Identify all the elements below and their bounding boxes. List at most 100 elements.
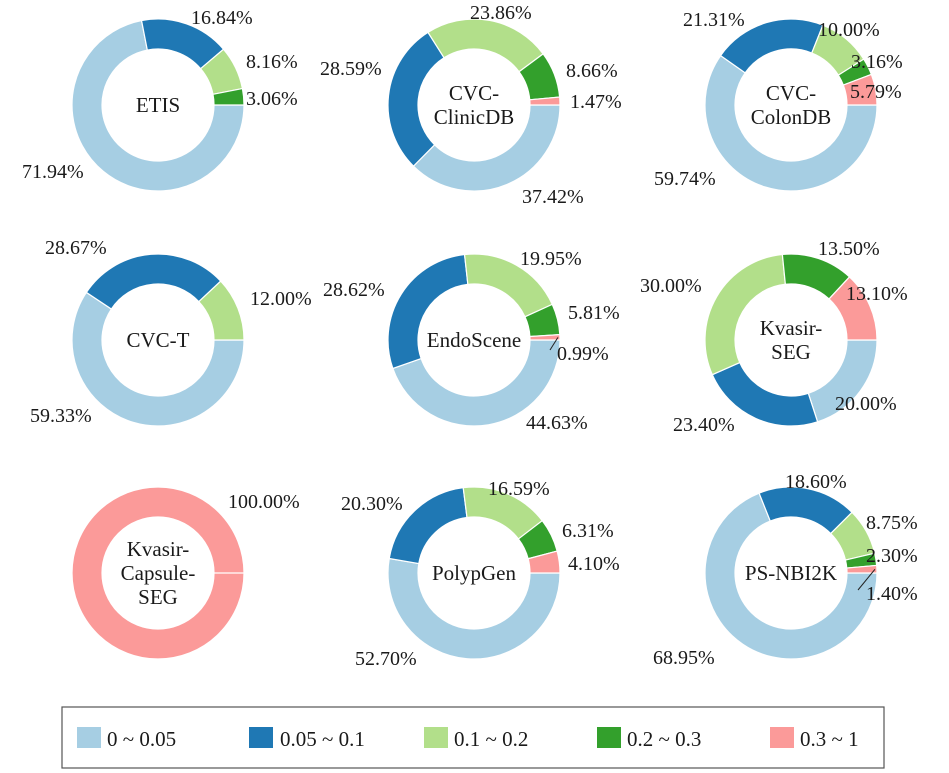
value-label-6-4: 100.00% — [228, 491, 300, 513]
slice-7-1 — [388, 487, 468, 565]
donut-chart-8: 68.95% 18.60% 8.75% 2.30% 1.40% PS-NBI2K — [653, 471, 918, 669]
slice-5-3 — [781, 253, 851, 300]
value-label-7-1: 20.30% — [341, 493, 403, 515]
donut-chart-5: 20.00% 23.40% 30.00% 13.50% 13.10% Kvasir-SEG — [640, 238, 908, 436]
value-label-2-0: 59.74% — [654, 168, 716, 190]
value-label-3-2: 12.00% — [250, 288, 312, 310]
slice-4-1 — [387, 253, 469, 370]
value-label-8-4: 1.40% — [866, 583, 918, 605]
donut-chart-0: 71.94% 16.84% 8.16% 3.06% ETIS — [22, 7, 298, 192]
value-label-0-2: 8.16% — [246, 51, 298, 73]
value-label-7-3: 6.31% — [562, 520, 614, 542]
value-label-3-1: 28.67% — [45, 237, 107, 259]
value-label-1-1: 28.59% — [320, 58, 382, 80]
slice-3-2 — [197, 280, 245, 341]
value-label-0-0: 71.94% — [22, 161, 84, 183]
slice-4-0 — [392, 339, 561, 427]
value-label-5-0: 20.00% — [835, 393, 897, 415]
leader-line-8-4 — [857, 568, 876, 591]
center-label-8-0: PS-NBI2K — [745, 561, 837, 585]
center-label-2-0: CVC- — [766, 81, 816, 105]
slice-5-1 — [711, 361, 819, 427]
legend-swatch-3 — [597, 727, 621, 748]
slice-8-0 — [704, 492, 878, 660]
slice-4-2 — [463, 253, 554, 318]
legend-label-0: 0 ~ 0.05 — [107, 727, 176, 751]
leader-line-4-4 — [549, 337, 559, 351]
slice-1-2 — [427, 18, 544, 73]
value-label-5-4: 13.10% — [846, 283, 908, 305]
center-label-4-0: EndoScene — [427, 328, 521, 352]
slice-7-0 — [387, 557, 561, 660]
slice-1-1 — [387, 31, 445, 167]
legend-label-1: 0.05 ~ 0.1 — [280, 727, 365, 751]
legend-swatch-0 — [77, 727, 101, 748]
value-label-2-4: 5.79% — [850, 81, 902, 103]
donut-chart-4: 44.63% 28.62% 19.95% 5.81% 0.99% EndoScene — [323, 248, 620, 434]
slice-1-3 — [518, 53, 561, 101]
slice-4-3 — [524, 303, 561, 338]
charts-layer: 71.94% 16.84% 8.16% 3.06% ETIS 37.42% 28.59% 23… — [22, 2, 918, 670]
slice-8-4 — [846, 564, 878, 574]
value-label-0-3: 3.06% — [246, 88, 298, 110]
donut-chart-6: 100.00% Kvasir-Capsule-SEG — [71, 486, 300, 660]
legend-swatch-2 — [424, 727, 448, 748]
center-label-2-1: ColonDB — [751, 105, 832, 129]
slice-5-4 — [828, 276, 878, 341]
center-label-1-1: ClinicDB — [434, 105, 515, 129]
slice-0-2 — [199, 48, 244, 96]
slice-8-1 — [758, 486, 853, 535]
value-label-4-3: 5.81% — [568, 302, 620, 324]
donut-chart-1: 37.42% 28.59% 23.86% 8.66% 1.47% CVC-ClinicDB — [320, 2, 622, 208]
value-label-5-3: 13.50% — [818, 238, 880, 260]
slice-0-3 — [212, 87, 245, 106]
value-label-8-3: 2.30% — [866, 545, 918, 567]
value-label-2-2: 10.00% — [818, 19, 880, 41]
slice-1-0 — [412, 104, 561, 192]
value-label-2-3: 3.16% — [851, 51, 903, 73]
center-label-1-0: CVC- — [449, 81, 499, 105]
legend-swatch-1 — [249, 727, 273, 748]
legend-label-4: 0.3 ~ 1 — [800, 727, 859, 751]
value-label-1-3: 8.66% — [566, 60, 618, 82]
value-label-4-0: 44.63% — [526, 412, 588, 434]
legend-label-2: 0.1 ~ 0.2 — [454, 727, 528, 751]
center-label-7-0: PolypGen — [432, 561, 517, 585]
value-label-3-0: 59.33% — [30, 405, 92, 427]
value-label-8-2: 8.75% — [866, 512, 918, 534]
center-label-6-2: SEG — [138, 585, 178, 609]
slice-2-2 — [810, 24, 865, 76]
slice-2-0 — [704, 54, 878, 192]
value-label-1-4: 1.47% — [570, 91, 622, 113]
slice-7-3 — [517, 519, 558, 560]
slice-3-1 — [85, 253, 222, 310]
center-label-6-1: Capsule- — [121, 561, 196, 585]
legend-swatch-4 — [770, 727, 794, 748]
value-label-4-4: 0.99% — [557, 343, 609, 365]
slice-7-2 — [462, 486, 544, 540]
center-label-5-1: SEG — [771, 340, 811, 364]
legend: 0 ~ 0.05 0.05 ~ 0.1 0.1 ~ 0.2 0.2 ~ 0.3 … — [61, 706, 885, 769]
center-label-3-0: CVC-T — [127, 328, 190, 352]
slice-5-2 — [704, 253, 787, 376]
value-label-0-1: 16.84% — [191, 7, 253, 29]
value-label-2-1: 21.31% — [683, 9, 745, 31]
slice-2-1 — [719, 18, 824, 74]
donut-chart-7: 52.70% 20.30% 16.59% 6.31% 4.10% PolypGen — [341, 478, 620, 670]
value-label-7-0: 52.70% — [355, 648, 417, 670]
value-label-8-0: 68.95% — [653, 647, 715, 669]
slice-2-3 — [837, 58, 873, 86]
center-label-5-0: Kvasir- — [760, 316, 823, 340]
value-label-7-4: 4.10% — [568, 553, 620, 575]
slice-2-4 — [842, 73, 878, 106]
value-label-5-1: 23.40% — [673, 414, 735, 436]
value-label-7-2: 16.59% — [488, 478, 550, 500]
legend-frame — [61, 706, 885, 769]
slice-0-0 — [71, 19, 245, 192]
slice-8-2 — [829, 511, 876, 561]
donut-chart-3: 59.33% 28.67% 12.00% CVC-T — [30, 237, 312, 427]
value-label-4-2: 19.95% — [520, 248, 582, 270]
center-label-6-0: Kvasir- — [127, 537, 190, 561]
center-label-0-0: ETIS — [136, 93, 180, 117]
value-label-1-0: 37.42% — [522, 186, 584, 208]
